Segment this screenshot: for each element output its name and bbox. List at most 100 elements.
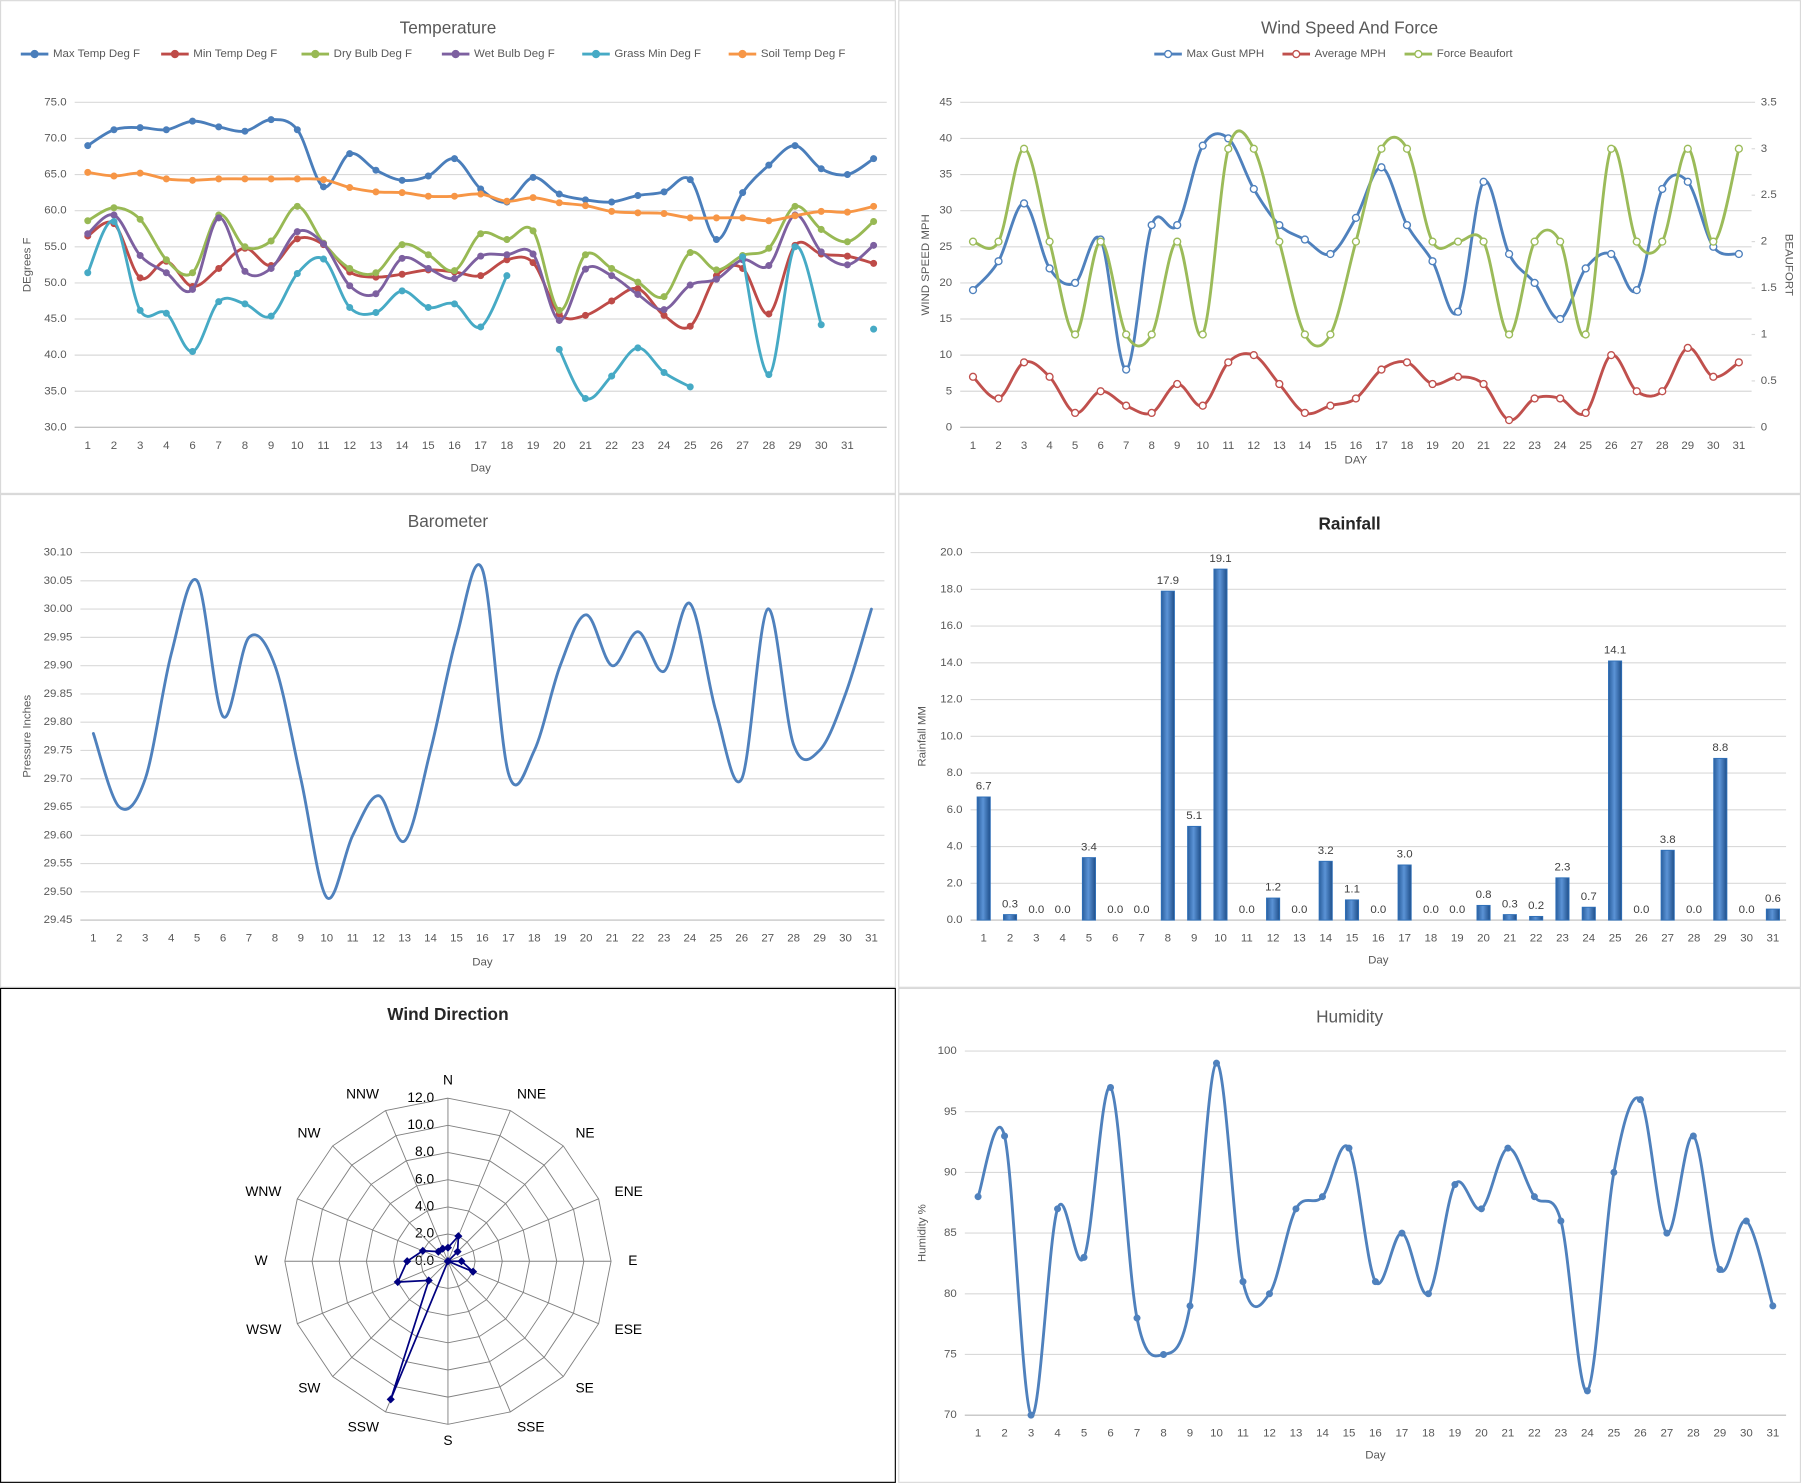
data-point <box>1658 237 1667 246</box>
y-tick-label: 25 <box>939 241 952 253</box>
data-point <box>581 394 589 402</box>
data-point <box>1186 1302 1194 1310</box>
data-point <box>424 303 432 311</box>
data-point <box>1147 330 1156 339</box>
x-tick-label: 5 <box>1081 1428 1087 1440</box>
x-tick-label: 8 <box>1148 440 1154 452</box>
bar-value-label: 6.7 <box>976 781 992 793</box>
bar-value-label: 0.2 <box>1528 900 1544 912</box>
data-point <box>110 204 118 212</box>
x-tick-label: 19 <box>1426 440 1439 452</box>
data-point <box>293 202 301 210</box>
data-point <box>870 259 878 267</box>
data-point <box>1351 213 1361 223</box>
data-point <box>293 126 301 134</box>
direction-label: WSW <box>246 1322 281 1337</box>
y-tick-label: 6.0 <box>947 804 963 816</box>
data-point <box>84 230 92 238</box>
x-tick-label: 9 <box>1191 933 1197 945</box>
data-point <box>1054 1205 1062 1213</box>
x-tick-label: 27 <box>1630 440 1643 452</box>
x-tick-label: 10 <box>1196 440 1209 452</box>
data-point <box>241 127 249 135</box>
x-tick-label: 16 <box>476 933 489 945</box>
x-tick-label: 23 <box>1528 440 1541 452</box>
direction-label: SE <box>575 1380 593 1395</box>
data-point <box>608 264 616 272</box>
y2-tick-label: 1 <box>1761 329 1767 341</box>
data-point <box>215 175 223 183</box>
data-point <box>477 323 485 331</box>
x-tick-label: 9 <box>1187 1428 1193 1440</box>
legend-marker <box>1414 49 1423 59</box>
data-point <box>293 228 301 236</box>
x-tick-label: 19 <box>554 933 567 945</box>
data-point <box>372 166 380 174</box>
x-tick-label: 17 <box>474 440 487 452</box>
data-point <box>634 209 642 217</box>
x-tick-label: 12 <box>343 440 356 452</box>
x-tick-label: 6 <box>1107 1428 1113 1440</box>
x-tick-label: 30 <box>839 933 852 945</box>
x-tick-label: 16 <box>1369 1428 1382 1440</box>
data-point <box>1265 1290 1273 1298</box>
bar-value-label: 8.8 <box>1712 742 1728 754</box>
data-point <box>84 269 92 277</box>
data-point <box>1249 144 1258 153</box>
data-point <box>1070 330 1080 339</box>
x-tick-label: 15 <box>422 440 435 452</box>
radar-point <box>403 1257 412 1266</box>
data-point <box>267 116 275 124</box>
chart-title: Wind Speed And Force <box>1261 17 1438 37</box>
y-tick-label: 29.70 <box>44 773 73 785</box>
data-point <box>529 173 537 181</box>
data-point <box>110 126 118 134</box>
data-point <box>1377 144 1386 153</box>
data-point <box>817 165 825 173</box>
data-point <box>712 266 720 274</box>
data-point <box>1607 249 1616 259</box>
x-tick-label: 13 <box>1273 440 1286 452</box>
x-tick-label: 15 <box>1324 440 1337 452</box>
data-point <box>1198 330 1207 339</box>
legend-label: Force Beaufort <box>1437 48 1514 60</box>
data-point <box>686 281 694 289</box>
x-tick-label: 4 <box>168 933 175 945</box>
data-point <box>712 214 720 222</box>
x-tick-label: 27 <box>761 933 774 945</box>
x-tick-label: 4 <box>163 440 170 452</box>
x-tick-label: 1 <box>90 933 96 945</box>
x-tick-label: 13 <box>398 933 411 945</box>
data-point <box>136 306 144 314</box>
data-point <box>162 269 170 277</box>
bar <box>1266 897 1281 921</box>
y-tick-label: 10.0 <box>940 730 962 742</box>
radar-tick-label: 8.0 <box>415 1144 434 1159</box>
data-point <box>1769 1302 1777 1310</box>
x-tick-label: 29 <box>1681 440 1694 452</box>
data-point <box>372 269 380 277</box>
data-point <box>1122 401 1131 410</box>
data-point <box>1173 220 1182 230</box>
x-tick-label: 14 <box>1316 1428 1329 1440</box>
y2-tick-label: 1.5 <box>1761 282 1777 294</box>
bar-value-label: 17.9 <box>1157 575 1179 587</box>
x-tick-label: 5 <box>1072 440 1078 452</box>
x-tick-label: 11 <box>1237 1428 1249 1440</box>
legend-marker <box>311 49 320 59</box>
data-point <box>189 117 197 125</box>
data-point <box>1477 1205 1485 1213</box>
data-point <box>1607 144 1616 153</box>
data-point <box>1045 372 1054 381</box>
data-point <box>1292 1205 1300 1213</box>
x-tick-label: 29 <box>789 440 802 452</box>
y2-tick-label: 3 <box>1761 143 1767 155</box>
data-point <box>215 123 223 131</box>
legend-label: Min Temp Deg F <box>193 48 277 60</box>
legend-label: Soil Temp Deg F <box>761 48 846 60</box>
y-tick-label: 4.0 <box>947 841 963 853</box>
data-point <box>1428 379 1437 389</box>
data-point <box>1658 387 1667 396</box>
x-axis-label: Day <box>1368 954 1389 966</box>
